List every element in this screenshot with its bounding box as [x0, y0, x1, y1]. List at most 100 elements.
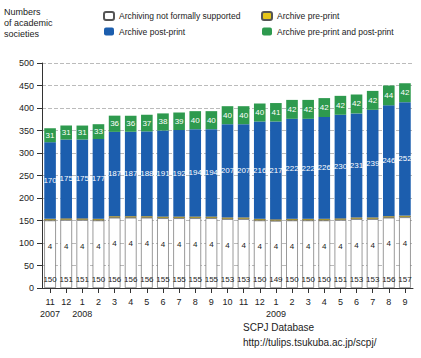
svg-text:151: 151: [76, 275, 90, 284]
svg-text:200: 200: [19, 193, 34, 203]
svg-text:4: 4: [322, 242, 327, 251]
svg-text:42: 42: [288, 105, 297, 114]
svg-text:194: 194: [205, 168, 219, 177]
svg-text:6: 6: [160, 297, 165, 307]
svg-text:157: 157: [398, 275, 412, 284]
svg-text:44: 44: [384, 91, 393, 100]
svg-text:8: 8: [386, 297, 391, 307]
svg-text:217: 217: [269, 166, 283, 175]
svg-text:50: 50: [24, 261, 34, 271]
svg-text:4: 4: [96, 242, 101, 251]
svg-text:4: 4: [370, 241, 375, 250]
svg-text:4: 4: [128, 239, 133, 248]
svg-text:Numbers: Numbers: [4, 7, 41, 17]
svg-text:239: 239: [366, 159, 380, 168]
svg-text:http://tulips.tsukuba.ac.jp/sc: http://tulips.tsukuba.ac.jp/scpj/: [243, 337, 377, 348]
svg-text:40: 40: [191, 116, 200, 125]
svg-text:4: 4: [322, 297, 327, 307]
svg-text:150: 150: [19, 216, 34, 226]
svg-text:2007: 2007: [40, 309, 60, 319]
svg-text:149: 149: [269, 275, 283, 284]
svg-text:151: 151: [334, 275, 348, 284]
svg-text:150: 150: [43, 275, 57, 284]
svg-text:12: 12: [255, 297, 265, 307]
svg-text:39: 39: [175, 117, 184, 126]
svg-text:155: 155: [172, 275, 186, 284]
svg-text:207: 207: [221, 166, 235, 175]
svg-text:42: 42: [368, 96, 377, 105]
svg-text:222: 222: [285, 164, 299, 173]
svg-text:36: 36: [126, 119, 135, 128]
svg-text:151: 151: [60, 275, 74, 284]
svg-text:300: 300: [19, 148, 34, 158]
svg-text:Archiving not formally support: Archiving not formally supported: [119, 11, 241, 21]
svg-text:150: 150: [253, 275, 267, 284]
svg-text:150: 150: [301, 275, 315, 284]
svg-text:33: 33: [94, 127, 103, 136]
svg-text:450: 450: [19, 81, 34, 91]
svg-text:4: 4: [177, 240, 182, 249]
svg-text:187: 187: [124, 169, 138, 178]
svg-text:5: 5: [144, 297, 149, 307]
svg-text:42: 42: [352, 99, 361, 108]
svg-text:41: 41: [271, 108, 280, 117]
svg-text:Archive pre-print: Archive pre-print: [277, 11, 340, 21]
svg-text:11: 11: [239, 297, 248, 307]
svg-text:250: 250: [19, 171, 34, 181]
svg-text:4: 4: [48, 242, 53, 251]
svg-text:226: 226: [318, 163, 332, 172]
svg-text:4: 4: [145, 239, 150, 248]
svg-text:4: 4: [225, 241, 230, 250]
svg-text:11: 11: [45, 297, 54, 307]
svg-text:175: 175: [76, 174, 90, 183]
svg-text:31: 31: [46, 131, 55, 140]
svg-text:155: 155: [205, 275, 219, 284]
svg-text:38: 38: [159, 117, 168, 126]
svg-text:4: 4: [258, 242, 263, 251]
svg-text:31: 31: [62, 128, 71, 137]
svg-text:4: 4: [387, 239, 392, 248]
svg-text:216: 216: [253, 166, 267, 175]
svg-text:156: 156: [140, 275, 154, 284]
svg-text:230: 230: [334, 162, 348, 171]
svg-text:37: 37: [142, 119, 151, 128]
svg-text:6: 6: [354, 297, 359, 307]
svg-text:4: 4: [354, 241, 359, 250]
svg-text:42: 42: [400, 88, 409, 97]
svg-text:2008: 2008: [72, 309, 92, 319]
svg-text:1: 1: [273, 297, 278, 307]
svg-text:188: 188: [140, 169, 154, 178]
svg-text:2: 2: [96, 297, 101, 307]
svg-text:500: 500: [19, 58, 34, 68]
svg-text:1: 1: [80, 297, 85, 307]
svg-text:4: 4: [274, 242, 279, 251]
svg-text:4: 4: [161, 240, 166, 249]
svg-text:3: 3: [306, 297, 311, 307]
svg-text:7: 7: [370, 297, 375, 307]
svg-text:12: 12: [61, 297, 71, 307]
svg-text:Archive pre-print and post-pri: Archive pre-print and post-print: [277, 27, 394, 37]
svg-text:150: 150: [285, 275, 299, 284]
svg-text:4: 4: [209, 240, 214, 249]
svg-text:4: 4: [80, 242, 85, 251]
svg-text:150: 150: [92, 275, 106, 284]
svg-text:4: 4: [290, 242, 295, 251]
svg-text:231: 231: [350, 161, 364, 170]
svg-text:4: 4: [193, 240, 198, 249]
svg-text:194: 194: [189, 168, 203, 177]
svg-text:36: 36: [110, 119, 119, 128]
svg-text:40: 40: [207, 116, 216, 125]
svg-text:150: 150: [318, 275, 332, 284]
svg-text:175: 175: [60, 174, 74, 183]
svg-text:4: 4: [403, 239, 408, 248]
svg-text:400: 400: [19, 103, 34, 113]
svg-text:187: 187: [108, 169, 122, 178]
svg-text:156: 156: [382, 275, 396, 284]
svg-text:Archive post-print: Archive post-print: [119, 27, 186, 37]
svg-text:42: 42: [336, 101, 345, 110]
svg-text:156: 156: [108, 275, 122, 284]
svg-text:191: 191: [156, 169, 170, 178]
svg-text:8: 8: [193, 297, 198, 307]
svg-text:9: 9: [209, 297, 214, 307]
svg-text:153: 153: [366, 275, 380, 284]
